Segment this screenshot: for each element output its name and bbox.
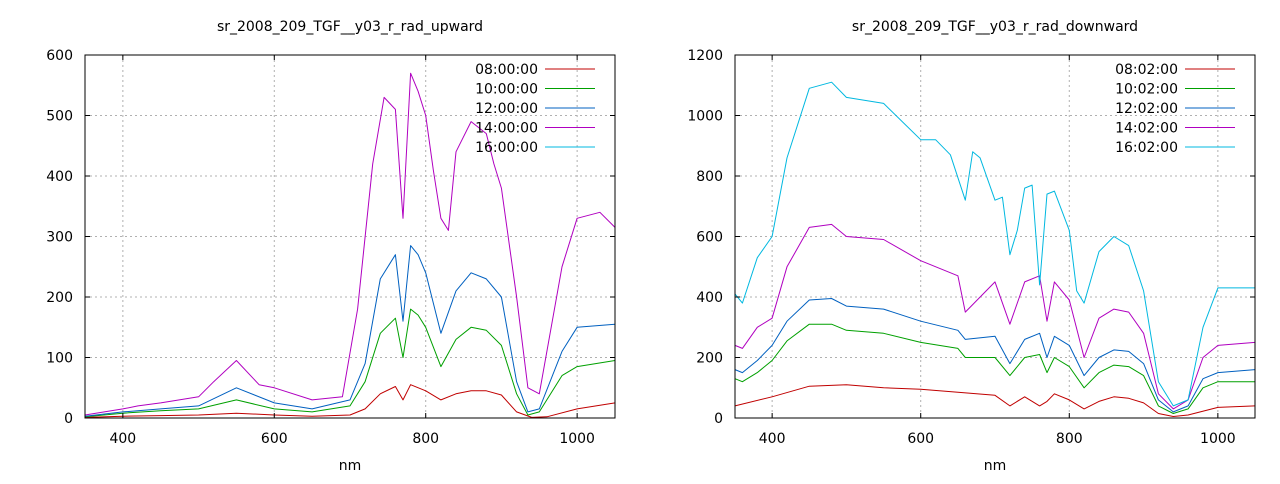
- y-tick-label: 1200: [687, 48, 723, 64]
- chart-panel-1: 400 600 800 1000 0 100 200 300 400 500 600 sr_2008_…: [46, 19, 616, 474]
- y-tick-label: 600: [46, 48, 73, 64]
- series-line-3: [84, 245, 616, 417]
- y-tick-label: 1000: [687, 109, 723, 125]
- chart-title: sr_2008_209_TGF__y03_r_rad_upward: [217, 19, 483, 35]
- series-line-2: [734, 323, 1255, 414]
- legend-label: 08:02:00: [1115, 62, 1178, 78]
- x-axis-label: nm: [339, 458, 362, 474]
- x-tick-label: 600: [261, 431, 288, 447]
- series-line-2: [84, 308, 616, 418]
- x-tick-label: 1000: [1200, 431, 1236, 447]
- y-tick-label: 100: [46, 351, 73, 367]
- legend-label: 14:02:00: [1115, 121, 1178, 137]
- x-tick-label: 800: [1056, 431, 1083, 447]
- y-tick-label: 500: [46, 109, 73, 125]
- y-tick-label: 0: [714, 411, 723, 427]
- y-tick-label: 600: [696, 230, 723, 246]
- series-line-4: [84, 72, 616, 416]
- y-tick-label: 400: [696, 290, 723, 306]
- x-axis-label: nm: [984, 458, 1007, 474]
- chart-title: sr_2008_209_TGF__y03_r_rad_downward: [852, 19, 1138, 35]
- x-tick-label: 1000: [559, 431, 595, 447]
- y-tick-label: 200: [696, 351, 723, 367]
- series-line-5: [734, 81, 1255, 407]
- legend-label: 12:02:00: [1115, 101, 1178, 117]
- y-tick-label: 300: [46, 230, 73, 246]
- chart-panel-2: 400 600 800 1000 0 200 400 600 800 1000 1200 sr_200…: [687, 19, 1256, 474]
- y-tick-label: 400: [46, 169, 73, 185]
- legend-label: 16:02:00: [1115, 140, 1178, 156]
- legend-label: 10:02:00: [1115, 82, 1178, 98]
- x-tick-label: 400: [759, 431, 786, 447]
- series-line-4: [734, 223, 1256, 410]
- legend-label: 14:00:00: [475, 121, 538, 137]
- series-line-1: [84, 384, 616, 418]
- legend-label: 08:00:00: [475, 62, 538, 78]
- legend-label: 16:00:00: [475, 140, 538, 156]
- series-line-1: [734, 384, 1256, 417]
- legend-label: 10:00:00: [475, 82, 538, 98]
- legend-label: 12:00:00: [475, 101, 538, 117]
- y-tick-label: 200: [46, 290, 73, 306]
- x-tick-label: 600: [907, 431, 934, 447]
- y-tick-label: 0: [64, 411, 73, 427]
- x-tick-label: 800: [412, 431, 439, 447]
- x-tick-label: 400: [109, 431, 136, 447]
- series-line-3: [734, 298, 1256, 413]
- y-tick-label: 800: [696, 169, 723, 185]
